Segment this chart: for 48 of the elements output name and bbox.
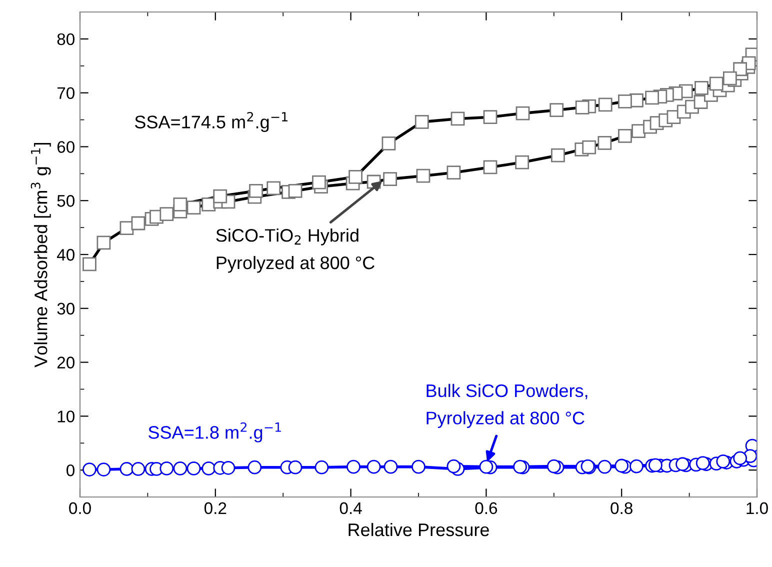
point xyxy=(96,462,111,476)
point xyxy=(120,462,134,476)
point xyxy=(696,456,710,470)
point xyxy=(412,460,426,474)
y-tick-label: 10 xyxy=(58,410,74,422)
point xyxy=(676,457,690,472)
point xyxy=(446,459,461,474)
point xyxy=(288,460,302,474)
x-tick-label: 1.0 xyxy=(746,502,768,514)
annotation: SSA=1.8 m$^{2}$.g$^{−1}$ xyxy=(148,422,281,442)
point xyxy=(598,460,612,474)
y-axis-title: Volume Adsorbed [cm$^{3}$ g$^{−1}$] xyxy=(30,143,51,368)
y-tick-label: 60 xyxy=(57,141,74,153)
x-tick-label: 0.0 xyxy=(69,502,91,514)
y-tick-label: 0 xyxy=(66,464,74,476)
annotation: Bulk SiCO Powders, Pyrolyzed at 800 °C xyxy=(426,384,588,428)
point xyxy=(384,460,398,474)
point xyxy=(716,454,730,468)
annotation: SSA=174.5 m$^{2}$.g$^{−1}$ xyxy=(134,112,288,132)
point xyxy=(630,459,644,474)
y-tick-label: 80 xyxy=(57,33,74,46)
y-tick-label: 20 xyxy=(57,356,74,368)
point xyxy=(546,459,561,474)
point xyxy=(248,460,262,474)
x-tick-label: 0.8 xyxy=(610,502,632,514)
point xyxy=(479,460,494,474)
x-axis-title: Relative Pressure xyxy=(348,522,489,536)
point xyxy=(221,460,236,475)
y-tick-label: 50 xyxy=(57,195,74,207)
point xyxy=(160,461,174,476)
x-tick-label: 0.2 xyxy=(204,502,226,514)
x-tick-label: 0.6 xyxy=(475,502,498,514)
point xyxy=(173,461,188,476)
point xyxy=(202,461,216,476)
y-tick-label: 30 xyxy=(57,302,74,315)
point xyxy=(346,460,360,474)
point xyxy=(131,462,146,476)
y-tick-label: 40 xyxy=(56,248,74,261)
x-tick-label: 0.4 xyxy=(340,502,362,514)
annotation: SiCO-TiO$_{2}$ Hybrid Pyrolyzed at 800 °C xyxy=(216,228,374,273)
point xyxy=(82,462,96,476)
point xyxy=(314,460,329,474)
y-tick-label: 70 xyxy=(57,87,74,100)
point xyxy=(513,460,527,474)
point xyxy=(366,460,381,474)
point xyxy=(648,458,662,472)
point xyxy=(186,461,201,476)
point xyxy=(614,458,629,473)
